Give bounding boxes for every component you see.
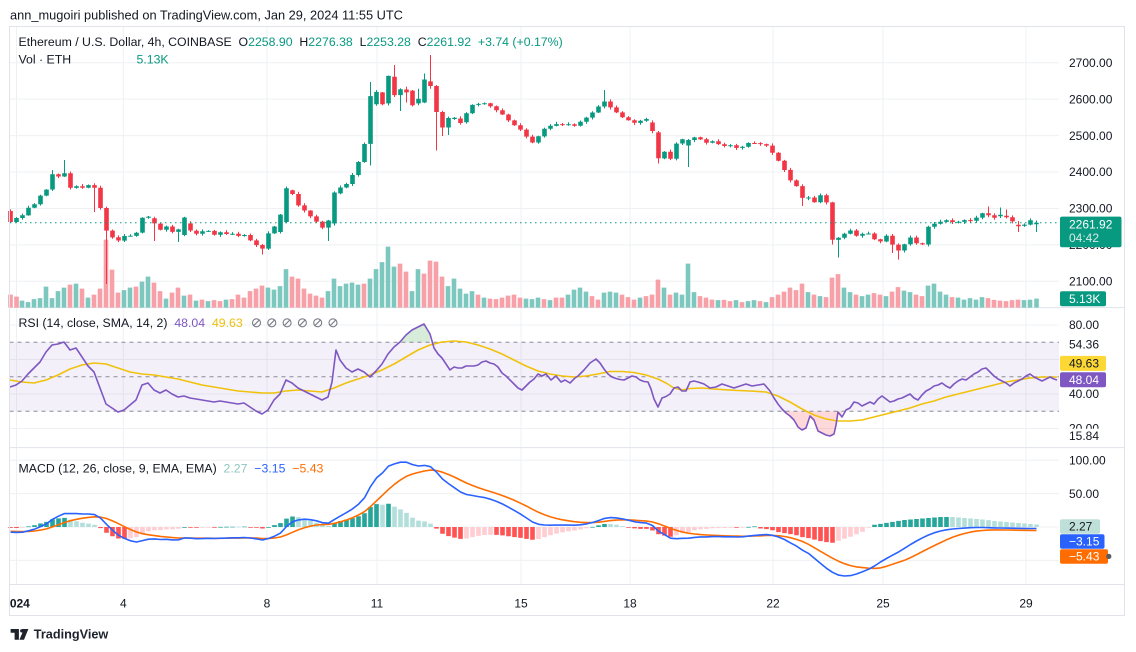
svg-text:54.36: 54.36 — [1069, 337, 1099, 351]
svg-text:11: 11 — [371, 597, 384, 611]
svg-text:15: 15 — [514, 597, 528, 611]
svg-text:15.84: 15.84 — [1069, 429, 1099, 443]
svg-text:8: 8 — [264, 597, 271, 611]
svg-text:Ethereum / U.S. Dollar, 4h, CO: Ethereum / U.S. Dollar, 4h, COINBASE O22… — [19, 35, 563, 49]
svg-text:5.13K: 5.13K — [137, 53, 170, 67]
svg-text:80.00: 80.00 — [1069, 318, 1099, 332]
svg-text:25: 25 — [876, 597, 890, 611]
svg-text:49.63: 49.63 — [1069, 357, 1099, 371]
svg-text:2600.00: 2600.00 — [1069, 92, 1113, 106]
svg-text:04:42: 04:42 — [1069, 231, 1099, 245]
svg-text:−3.15: −3.15 — [1069, 535, 1100, 549]
svg-text:−5.43: −5.43 — [1069, 550, 1100, 564]
svg-text:TradingView: TradingView — [34, 628, 109, 642]
svg-text:2500.00: 2500.00 — [1069, 129, 1113, 143]
svg-text:2261.92: 2261.92 — [1069, 218, 1113, 232]
svg-text:2.27: 2.27 — [1069, 520, 1093, 534]
svg-text:2300.00: 2300.00 — [1069, 202, 1113, 216]
svg-text:50.00: 50.00 — [1069, 487, 1099, 501]
svg-text:2400.00: 2400.00 — [1069, 165, 1113, 179]
svg-text:5.13K: 5.13K — [1069, 292, 1100, 306]
svg-text:48.04: 48.04 — [1069, 373, 1099, 387]
svg-text:100.00: 100.00 — [1069, 453, 1106, 467]
svg-text:4: 4 — [120, 597, 127, 611]
svg-text:29: 29 — [1019, 597, 1033, 611]
svg-text:40.00: 40.00 — [1069, 387, 1099, 401]
svg-text:18: 18 — [623, 597, 637, 611]
svg-text:MACD (12, 26, close, 9, EMA, E: MACD (12, 26, close, 9, EMA, EMA) 2.27 −… — [19, 462, 324, 476]
svg-text:2100.00: 2100.00 — [1069, 275, 1113, 289]
svg-text:Vol · ETH: Vol · ETH — [19, 53, 72, 67]
svg-text:2700.00: 2700.00 — [1069, 56, 1113, 70]
svg-text:ann_mugoiri published on Tradi: ann_mugoiri published on TradingView.com… — [10, 8, 403, 23]
svg-text:22: 22 — [766, 597, 780, 611]
svg-text:2024: 2024 — [3, 597, 30, 611]
svg-text:RSI (14, close, SMA, 14, 2) 4: RSI (14, close, SMA, 14, 2) 48.04 49.63 — [19, 316, 243, 330]
